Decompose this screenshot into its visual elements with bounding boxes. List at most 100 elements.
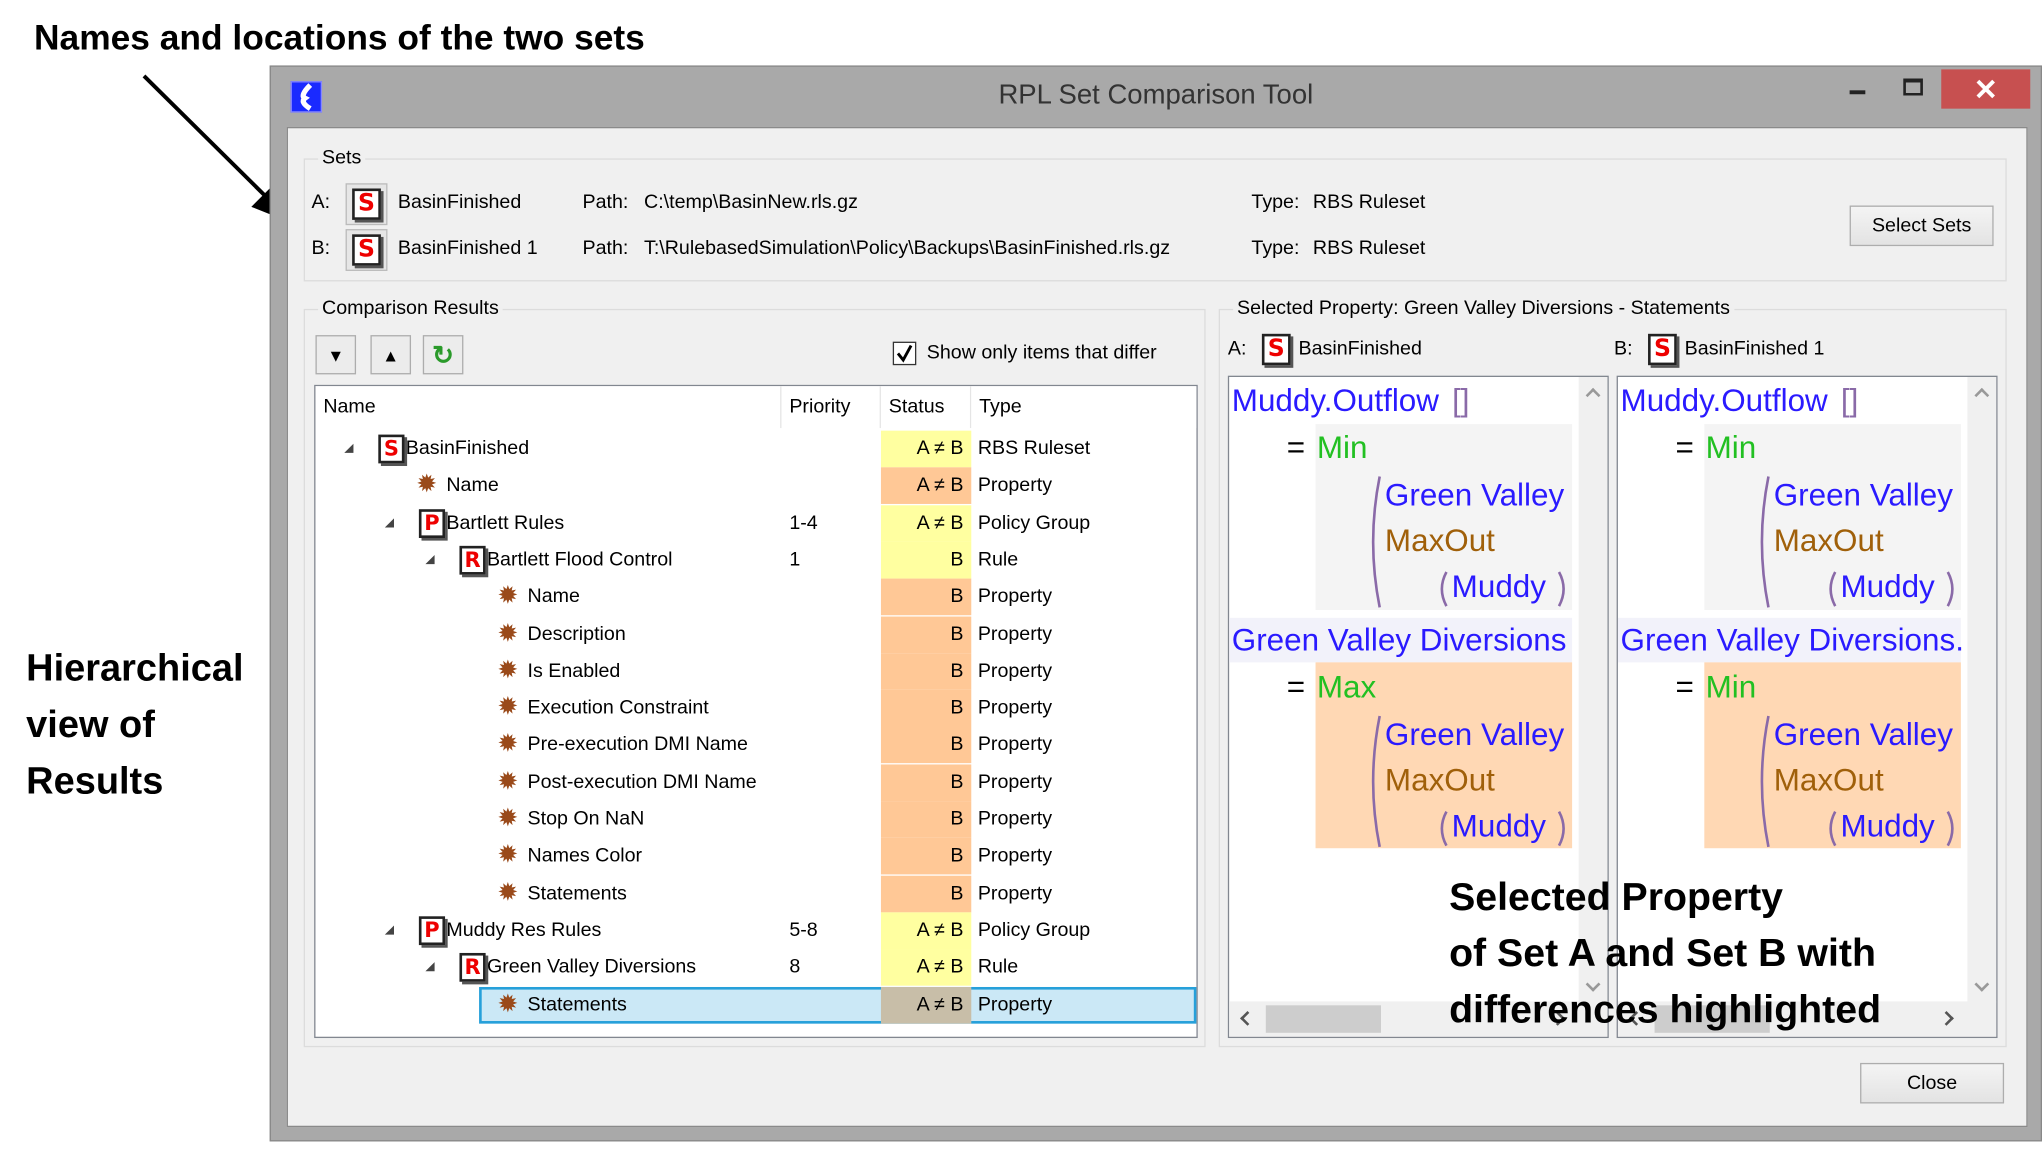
- tree-row[interactable]: R Bartlett Flood Control 1 B Rule: [315, 541, 1196, 579]
- row-name: Bartlett Flood Control: [486, 548, 673, 571]
- policy-group-icon: P: [418, 916, 446, 945]
- ruleset-icon: S: [1648, 333, 1677, 366]
- row-type: Property: [977, 696, 1053, 719]
- set-b-icon-button[interactable]: S: [345, 229, 388, 271]
- minimize-button[interactable]: [1849, 90, 1866, 95]
- tree-row[interactable]: R Green Valley Diversions 8 A ≠ B Rule: [315, 949, 1196, 986]
- set-a-icon-button[interactable]: S: [345, 183, 388, 226]
- window-title: RPL Set Comparison Tool: [998, 79, 1314, 110]
- vertical-scrollbar[interactable]: [1967, 376, 1997, 1003]
- show-only-differ-checkbox[interactable]: [892, 341, 917, 366]
- argument-slot: MaxOut: [1773, 523, 1884, 559]
- expand-toggle-icon[interactable]: [425, 554, 435, 565]
- close-button[interactable]: Close: [1860, 1062, 2005, 1104]
- column-header-status[interactable]: Status: [880, 386, 972, 429]
- property-gear-icon: ✹: [497, 619, 519, 648]
- row-priority: 1-4: [789, 511, 818, 534]
- tree-row[interactable]: ✹ Execution Constraint B Property: [315, 689, 1196, 727]
- select-sets-button[interactable]: Select Sets: [1849, 205, 1994, 247]
- ruleset-icon: S: [378, 434, 405, 464]
- row-name: Statements: [527, 992, 627, 1016]
- row-name: Post-execution DMI Name: [527, 770, 757, 793]
- row-type: Property: [977, 881, 1053, 904]
- tree-row[interactable]: ✹ Stop On NaN B Property: [315, 801, 1196, 838]
- statement-lhs-row: Green Valley Diversions.: [1621, 622, 1964, 661]
- scroll-left-icon[interactable]: [1240, 1010, 1255, 1026]
- row-name: Is Enabled: [527, 659, 621, 682]
- results-tree[interactable]: Name Priority Status Type S BasinFinished…: [314, 384, 1198, 1039]
- annotation-sets: Names and locations of the two sets: [34, 18, 645, 58]
- expand-toggle-icon[interactable]: [344, 443, 354, 453]
- set-a-prefix: A:: [311, 191, 331, 214]
- expand-toggle-icon[interactable]: [425, 962, 435, 972]
- statement-header-bg: [1617, 617, 1961, 663]
- argument-object: Green Valley: [1773, 717, 1953, 753]
- function-name: Min: [1705, 430, 1757, 467]
- tree-row[interactable]: P Muddy Res Rules 5-8 A ≠ B Policy Group: [315, 912, 1196, 949]
- scroll-thumb[interactable]: [1654, 1005, 1770, 1033]
- row-name: Name: [446, 474, 499, 497]
- column-header-type[interactable]: Type: [971, 386, 1197, 429]
- row-status: A ≠ B: [880, 467, 972, 505]
- expand-toggle-icon[interactable]: [384, 925, 395, 935]
- sets-group: Sets: [303, 146, 2007, 282]
- property-panel-a[interactable]: Muddy.Outflow [] = Min Green Valley MaxOut Mud…: [1227, 375, 1609, 1039]
- next-difference-button[interactable]: ▼: [315, 335, 357, 375]
- set-b-path: T:\RulebasedSimulation\Policy\Backups\Ba…: [644, 236, 1171, 260]
- row-type: Policy Group: [977, 511, 1091, 534]
- expand-toggle-icon[interactable]: [384, 517, 395, 527]
- column-header-priority[interactable]: Priority: [781, 386, 881, 429]
- set-a-path: C:\temp\BasinNew.rls.gz: [644, 191, 858, 214]
- rule-icon: R: [459, 953, 486, 982]
- close-window-button[interactable]: [1941, 69, 2031, 109]
- tree-row[interactable]: ✹ Statements B Property: [315, 875, 1196, 912]
- tree-row[interactable]: ✹ Post-execution DMI Name B Property: [315, 764, 1196, 801]
- app-logo-icon: [290, 81, 323, 113]
- row-name: Bartlett Rules: [446, 511, 565, 534]
- column-header-name[interactable]: Name: [315, 386, 782, 429]
- previous-difference-button[interactable]: ▲: [370, 335, 412, 375]
- ruleset-icon: S: [352, 234, 381, 266]
- title-bar[interactable]: RPL Set Comparison Tool: [271, 67, 2041, 127]
- tree-row[interactable]: P Bartlett Rules 1-4 A ≠ B Policy Group: [315, 504, 1196, 542]
- vertical-scrollbar[interactable]: [1578, 376, 1608, 1003]
- scroll-down-icon[interactable]: [1974, 976, 1990, 992]
- refresh-button[interactable]: ↻: [422, 335, 464, 375]
- argument-object: Green Valley: [1773, 477, 1953, 514]
- row-type: Property: [977, 474, 1053, 497]
- statement-lhs: Green Valley Diversions: [1231, 623, 1567, 659]
- property-gear-icon: ✹: [497, 730, 519, 759]
- row-type: Rule: [977, 955, 1019, 979]
- function-name: Max: [1316, 670, 1377, 706]
- brackets: []: [1452, 383, 1470, 419]
- row-priority: 1: [789, 548, 801, 571]
- tree-row[interactable]: ✹ Pre-execution DMI Name B Property: [315, 727, 1196, 764]
- open-paren-icon: [1760, 476, 1770, 608]
- statement-lhs-row: Muddy.Outflow []: [1621, 382, 1859, 421]
- property-panel-b[interactable]: Muddy.Outflow [] = Min Green Valley MaxOut Mud…: [1616, 375, 1998, 1039]
- maximize-button[interactable]: [1903, 78, 1923, 96]
- tree-row[interactable]: ✹ Description B Property: [315, 615, 1196, 653]
- horizontal-scrollbar[interactable]: [1617, 1001, 1997, 1037]
- scroll-up-icon[interactable]: [1585, 387, 1601, 403]
- tree-row[interactable]: ✹ Names Color B Property: [315, 838, 1196, 875]
- row-name: Description: [527, 622, 626, 645]
- tree-row[interactable]: ✹ Statements A ≠ B Property: [315, 986, 1197, 1023]
- row-priority: 5-8: [789, 918, 818, 942]
- checkmark-icon: [896, 344, 913, 363]
- statement-lhs: Muddy.Outflow: [1620, 383, 1828, 419]
- tree-row[interactable]: S BasinFinished A ≠ B RBS Ruleset: [315, 430, 1196, 468]
- paren-open-icon: [1829, 810, 1837, 847]
- tree-row[interactable]: ✹ Is Enabled B Property: [315, 652, 1196, 690]
- scroll-right-icon[interactable]: [1939, 1010, 1954, 1026]
- tree-row[interactable]: ✹ Name A ≠ B Property: [315, 467, 1196, 505]
- scroll-thumb[interactable]: [1265, 1005, 1381, 1033]
- scroll-up-icon[interactable]: [1974, 387, 1990, 403]
- tree-row[interactable]: ✹ Name B Property: [315, 578, 1196, 616]
- argument-inner: Muddy: [1840, 808, 1935, 845]
- set-b-type-label: Type:: [1251, 236, 1300, 260]
- horizontal-scrollbar[interactable]: [1229, 1001, 1608, 1037]
- row-status: A ≠ B: [880, 986, 972, 1023]
- row-status: B: [880, 615, 972, 653]
